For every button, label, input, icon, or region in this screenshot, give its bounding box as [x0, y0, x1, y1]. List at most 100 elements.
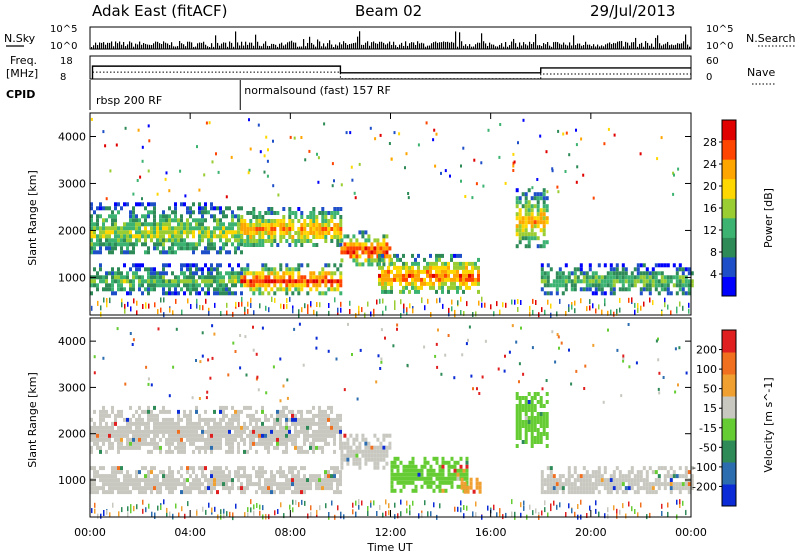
heatmap-cell — [243, 227, 247, 231]
heatmap-cell — [324, 486, 327, 491]
heatmap-cell — [183, 222, 186, 227]
heatmap-cell — [387, 273, 390, 278]
heatmap-cell — [524, 416, 528, 420]
heatmap-cell — [237, 230, 240, 235]
heatmap-cell — [261, 433, 264, 438]
heatmap-cell — [294, 425, 297, 430]
heatmap-cell — [219, 470, 222, 475]
heatmap-cell — [153, 279, 156, 284]
heatmap-cell — [114, 218, 117, 223]
speckle-cell — [602, 400, 605, 404]
x-tick-label: 08:00 — [274, 526, 306, 539]
heatmap-cell — [129, 437, 132, 442]
heatmap-cell — [126, 425, 129, 430]
heatmap-cell — [349, 449, 353, 454]
heatmap-cell — [324, 275, 328, 280]
heatmap-cell — [219, 417, 222, 422]
heatmap-cell — [93, 267, 96, 272]
heatmap-cell — [657, 291, 661, 296]
heatmap-cell — [168, 478, 171, 483]
speckle-cell — [417, 143, 420, 147]
heatmap-cell — [648, 283, 652, 288]
heatmap-cell — [669, 279, 673, 284]
heatmap-cell — [585, 287, 589, 292]
heatmap-cell — [132, 246, 135, 251]
noise-cell — [580, 499, 582, 505]
heatmap-cell — [352, 246, 356, 251]
speckle-cell — [554, 360, 557, 364]
speckle-cell — [447, 334, 450, 337]
heatmap-cell — [129, 417, 132, 422]
heatmap-cell — [156, 234, 159, 239]
heatmap-cell — [294, 445, 297, 450]
heatmap-cell — [423, 265, 426, 270]
heatmap-cell — [279, 417, 282, 422]
heatmap-cell — [654, 470, 658, 475]
heatmap-cell — [165, 441, 168, 446]
heatmap-cell — [339, 231, 343, 235]
noise-cell — [403, 308, 405, 314]
heatmap-cell — [536, 416, 540, 420]
heatmap-cell — [540, 287, 544, 292]
heatmap-cell — [549, 482, 553, 487]
speckle-cell — [461, 353, 464, 357]
heatmap-cell — [352, 457, 356, 462]
heatmap-cell — [120, 437, 123, 442]
heatmap-cell — [294, 486, 297, 491]
noise-cell — [523, 500, 525, 506]
heatmap-cell — [90, 425, 93, 430]
heatmap-cell — [515, 416, 519, 420]
speckle-cell — [672, 171, 675, 175]
heatmap-cell — [396, 265, 399, 270]
heatmap-cell — [156, 490, 159, 495]
heatmap-cell — [642, 287, 646, 292]
nsky-bar — [181, 43, 183, 49]
heatmap-cell — [524, 232, 528, 237]
heatmap-cell — [183, 271, 186, 276]
heatmap-cell — [258, 227, 262, 231]
heatmap-cell — [573, 478, 577, 483]
heatmap-cell — [621, 263, 625, 268]
heatmap-cell — [171, 490, 174, 495]
heatmap-cell — [255, 429, 258, 434]
heatmap-cell — [297, 409, 300, 414]
heatmap-cell — [477, 281, 480, 286]
heatmap-cell — [249, 243, 253, 247]
noise-cell — [475, 501, 477, 507]
nsky-bar — [233, 46, 235, 49]
heatmap-cell — [168, 226, 171, 231]
heatmap-cell — [358, 461, 362, 466]
heatmap-cell — [159, 238, 162, 243]
heatmap-cell — [180, 449, 183, 454]
heatmap-cell — [612, 279, 616, 284]
heatmap-cell — [129, 429, 132, 434]
heatmap-cell — [153, 441, 156, 446]
heatmap-cell — [183, 275, 186, 280]
heatmap-cell — [524, 216, 528, 221]
heatmap-cell — [135, 425, 138, 430]
nsky-bar — [495, 46, 497, 49]
heatmap-cell — [165, 486, 168, 491]
heatmap-cell — [591, 490, 595, 495]
heatmap-cell — [252, 287, 256, 292]
speckle-cell — [248, 118, 250, 122]
noise-cell — [631, 506, 633, 512]
heatmap-cell — [123, 486, 126, 491]
heatmap-cell — [237, 279, 240, 284]
heatmap-cell — [441, 281, 444, 286]
heatmap-cell — [225, 425, 228, 430]
heatmap-cell — [243, 466, 246, 471]
heatmap-cell — [276, 271, 280, 276]
x-tick-label: 00:00 — [74, 526, 106, 539]
heatmap-cell — [141, 275, 144, 280]
heatmap-cell — [93, 470, 96, 475]
heatmap-cell — [527, 424, 531, 428]
heatmap-cell — [477, 257, 480, 262]
heatmap-cell — [204, 421, 207, 426]
freq-tick-high: 18 — [60, 56, 73, 67]
heatmap-cell — [294, 239, 298, 243]
heatmap-cell — [288, 211, 292, 215]
heatmap-cell — [438, 253, 441, 258]
heatmap-cell — [555, 482, 559, 487]
heatmap-cell — [324, 413, 327, 418]
